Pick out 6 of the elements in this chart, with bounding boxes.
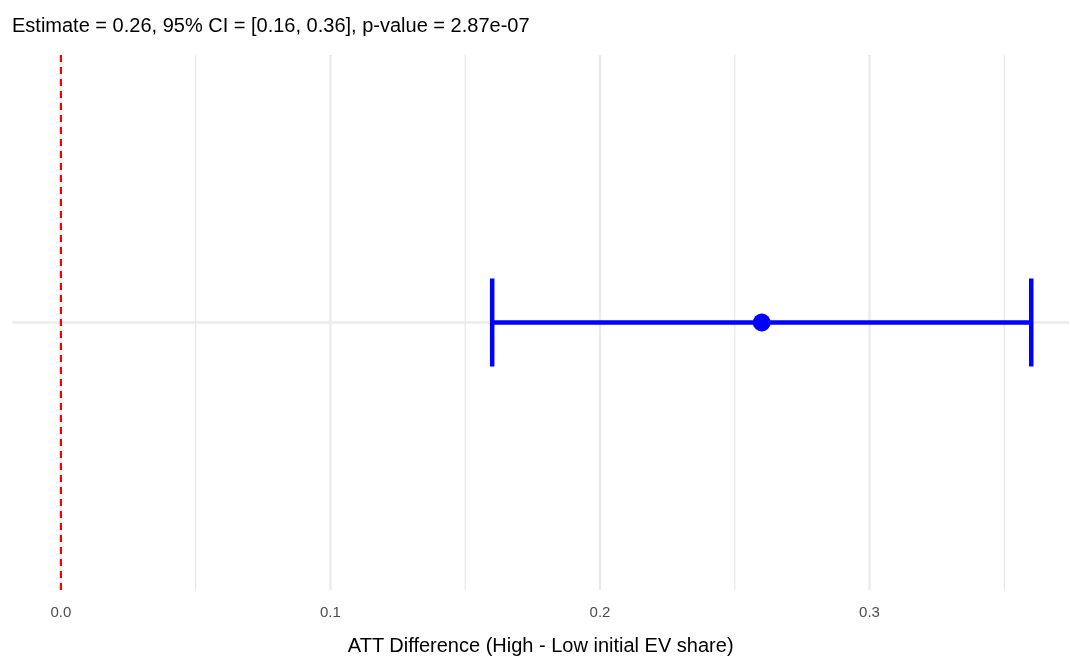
chart-title: Estimate = 0.26, 95% CI = [0.16, 0.36], p-value = 2.87e-07 — [12, 14, 530, 36]
x-tick-label: 0.2 — [589, 603, 611, 620]
x-tick-label: 0.0 — [50, 603, 72, 620]
x-axis-title: ATT Difference (High - Low initial EV share) — [347, 634, 734, 656]
x-tick-label: 0.1 — [320, 603, 341, 620]
x-tick-label: 0.3 — [859, 603, 880, 620]
